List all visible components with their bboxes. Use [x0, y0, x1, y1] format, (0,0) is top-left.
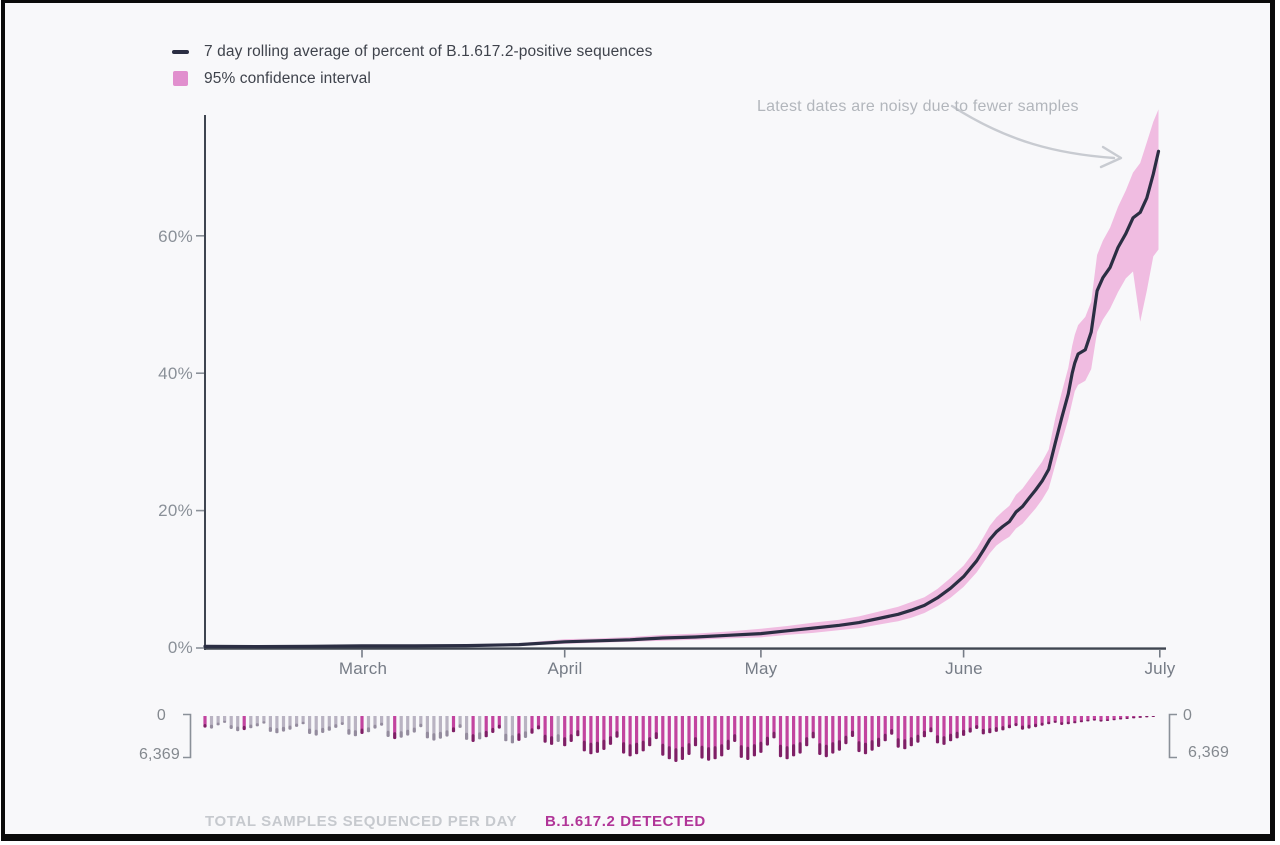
legend-item-confidence-interval: 95% confidence interval — [172, 65, 652, 92]
right-scale-bracket — [1168, 713, 1177, 759]
x-tick-label-july: July — [1144, 659, 1176, 678]
y-tick-label-20: 20% — [158, 501, 193, 520]
trend-line-swatch-icon — [172, 49, 189, 54]
legend-label: 7 day rolling average of percent of B.1.… — [204, 42, 653, 60]
annotation-arrow-head-icon — [1099, 145, 1123, 169]
trend-line — [203, 149, 1161, 649]
x-tick-label-march: March — [338, 659, 388, 678]
legend: 7 day rolling average of percent of B.1.… — [172, 38, 652, 92]
samples-bars — [203, 716, 1155, 762]
samples-scale-zero-left: 0 — [156, 707, 166, 724]
samples-scale-zero-right: 0 — [1183, 707, 1193, 724]
left-scale-bracket — [183, 713, 192, 759]
samples-scale-max-left: 6,369 — [138, 746, 180, 763]
legend-label: 95% confidence interval — [204, 69, 371, 87]
samples-scale-max-right: 6,369 — [1188, 744, 1230, 761]
annotation-text: Latest dates are noisy due to fewer samp… — [757, 98, 1079, 115]
caption-total-samples: TOTAL SAMPLES SEQUENCED PER DAY — [205, 813, 518, 830]
x-tick-label-may: May — [744, 659, 778, 678]
annotation-arrow — [950, 104, 1116, 160]
y-tick-label-40: 40% — [158, 364, 193, 383]
caption-delta-detected: B.1.617.2 DETECTED — [545, 813, 706, 830]
confidence-interval-swatch-icon — [173, 71, 188, 86]
x-tick-label-april: April — [547, 659, 583, 678]
y-tick-label-0: 0% — [167, 638, 193, 657]
y-tick-label-60: 60% — [158, 227, 193, 246]
legend-item-rolling-average: 7 day rolling average of percent of B.1.… — [172, 38, 652, 65]
x-tick-label-june: June — [945, 659, 983, 678]
confidence-band — [205, 109, 1159, 648]
